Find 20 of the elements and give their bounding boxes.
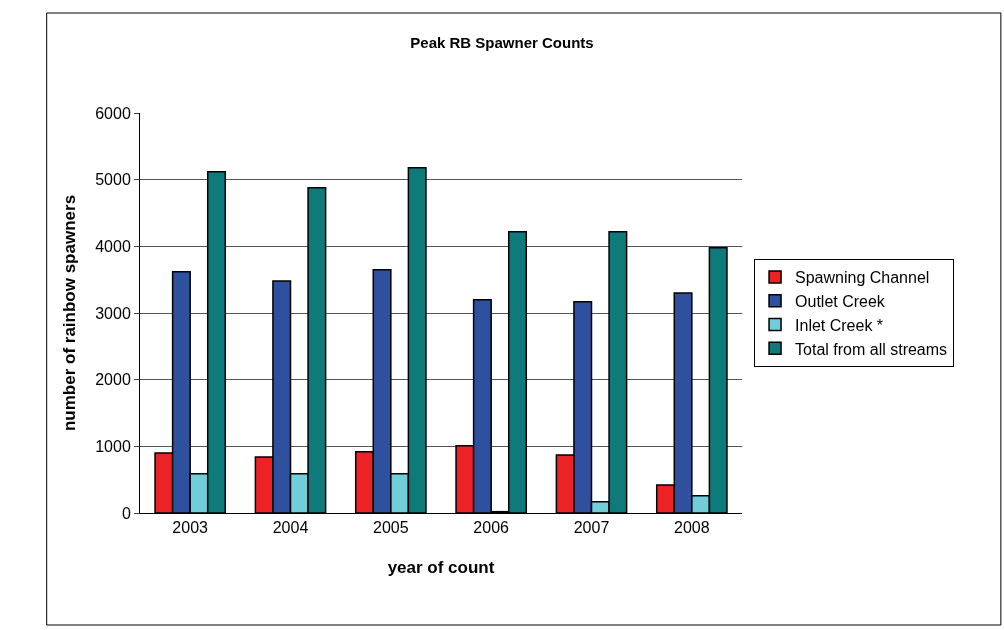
y-tick-label: 1000 (95, 437, 131, 455)
x-tick-label: 2006 (473, 519, 510, 537)
legend-label: Total from all streams (795, 340, 948, 358)
y-tick-label: 5000 (95, 171, 131, 189)
x-tick-label: 2008 (674, 519, 710, 537)
y-tick-label: 3000 (95, 304, 131, 322)
legend-label: Outlet Creek (795, 292, 886, 310)
x-tick-label: 2004 (272, 519, 309, 537)
x-tick-label: 2007 (573, 519, 610, 537)
y-tick-label: 4000 (95, 237, 131, 255)
y-tick-label: 2000 (95, 371, 131, 389)
x-tick-label: 2005 (373, 519, 409, 537)
chart-title: Peak RB Spawner Counts (410, 34, 594, 52)
y-tick-label: 6000 (95, 104, 131, 122)
y-axis-title: number of rainbow spawners (59, 194, 79, 432)
legend-label: Inlet Creek * (795, 316, 884, 334)
x-tick-label: 2003 (172, 519, 209, 537)
y-tick-label: 0 (121, 504, 131, 522)
legend-label: Spawning Channel (795, 269, 930, 287)
x-axis-title: year of count (387, 557, 495, 577)
